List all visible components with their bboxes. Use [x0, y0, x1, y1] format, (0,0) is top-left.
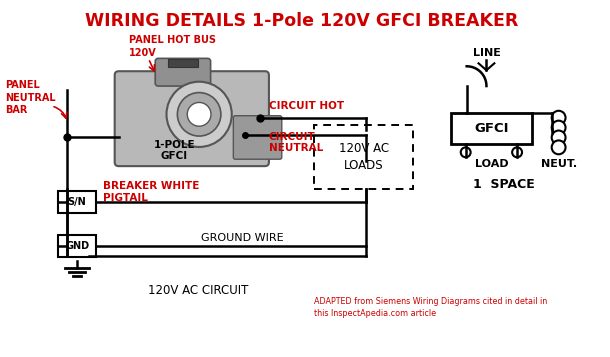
Circle shape: [167, 82, 232, 147]
Circle shape: [551, 121, 565, 135]
Circle shape: [461, 147, 471, 157]
Text: LOAD: LOAD: [475, 159, 508, 169]
FancyBboxPatch shape: [115, 71, 269, 166]
Text: PANEL HOT BUS
120V: PANEL HOT BUS 120V: [129, 35, 215, 58]
Text: CIRCUIT HOT: CIRCUIT HOT: [269, 101, 344, 111]
Bar: [59, 191, 96, 213]
Circle shape: [512, 147, 522, 157]
Circle shape: [178, 92, 221, 136]
Text: GROUND WIRE: GROUND WIRE: [201, 233, 284, 243]
Text: LINE: LINE: [473, 49, 500, 59]
Text: PANEL
NEUTRAL
BAR: PANEL NEUTRAL BAR: [5, 80, 56, 115]
Text: 120V AC
LOADS: 120V AC LOADS: [339, 142, 389, 172]
Text: GFCI: GFCI: [474, 122, 509, 135]
Text: NEUT.: NEUT.: [540, 159, 576, 169]
Circle shape: [551, 111, 565, 125]
Circle shape: [187, 102, 211, 126]
Text: S/N: S/N: [68, 197, 87, 207]
FancyBboxPatch shape: [234, 116, 282, 159]
Circle shape: [551, 140, 565, 154]
Text: WIRING DETAILS 1-Pole 120V GFCI BREAKER: WIRING DETAILS 1-Pole 120V GFCI BREAKER: [85, 12, 518, 30]
Bar: [314, 125, 414, 189]
Bar: [168, 59, 198, 67]
Text: GND: GND: [65, 241, 89, 251]
Text: BREAKER WHITE
PIGTAIL: BREAKER WHITE PIGTAIL: [103, 181, 199, 203]
Text: ADAPTED from Siemens Wiring Diagrams cited in detail in
this InspectApedia.com a: ADAPTED from Siemens Wiring Diagrams cit…: [314, 297, 548, 318]
Circle shape: [551, 131, 565, 144]
Text: 120V AC CIRCUIT: 120V AC CIRCUIT: [148, 284, 248, 297]
Bar: [451, 113, 532, 144]
Text: CIRCUIT
NEUTRAL: CIRCUIT NEUTRAL: [269, 131, 323, 153]
Bar: [59, 235, 96, 257]
Text: 1  SPACE: 1 SPACE: [473, 178, 535, 191]
Text: 1-POLE
GFCI: 1-POLE GFCI: [154, 140, 195, 161]
FancyBboxPatch shape: [155, 59, 210, 86]
